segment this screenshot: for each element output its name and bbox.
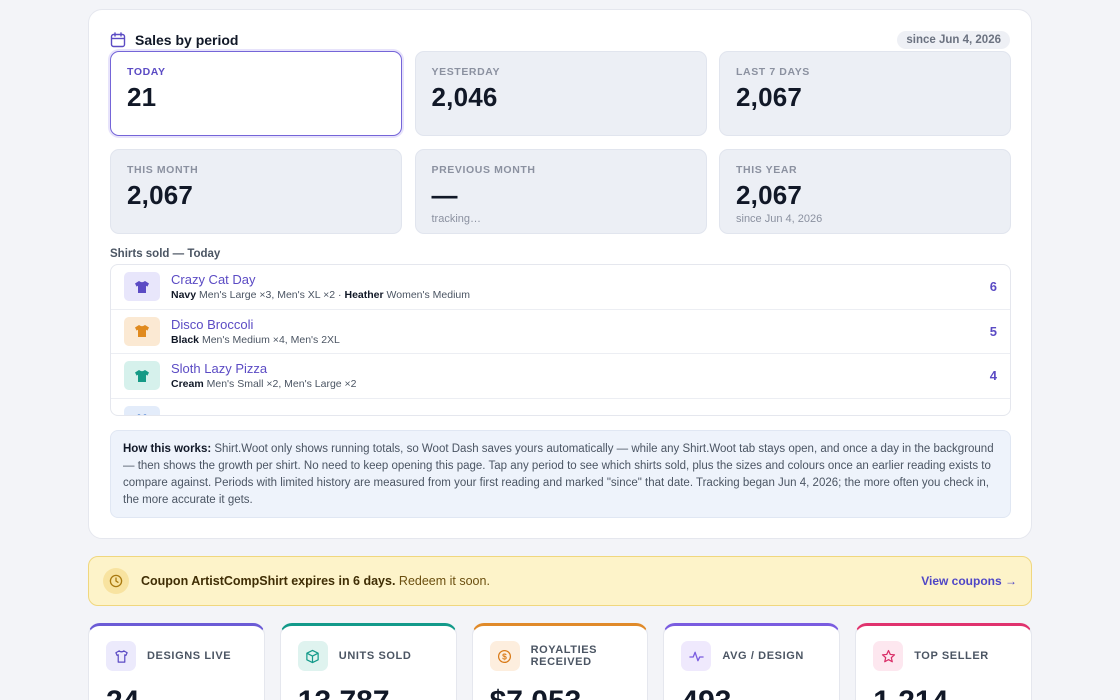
stat-value: 1,214 (873, 685, 1014, 700)
stat-card-designs-live: DESIGNS LIVE 24 (88, 623, 265, 700)
stat-value: $7,053 (490, 685, 631, 700)
period-tile-previous-month[interactable]: PREVIOUS MONTH — tracking… (414, 149, 707, 234)
shirt-icon (124, 405, 160, 415)
stat-value: 24 (106, 685, 247, 700)
shirt-text: Sloth Lazy Pizza Cream Men's Small ×2, Me… (171, 361, 990, 390)
shirts-sold-label: Shirts sold — Today (110, 248, 221, 260)
stat-cards: DESIGNS LIVE 24 UNITS SOLD 13,787 $ ROYALTIES… (88, 623, 1032, 700)
stat-value: 13,787 (298, 685, 439, 700)
how-lead: How this works: (123, 443, 212, 455)
tile-label: LAST 7 DAYS (736, 66, 810, 78)
clock-icon (103, 568, 129, 594)
pulse-icon (681, 641, 712, 671)
tile-value: 21 (127, 82, 157, 112)
coupon-message: Coupon ArtistCompShirt expires in 6 days… (141, 574, 921, 588)
shirt-text: Disco Broccoli Black Men's Medium ×4, Men… (171, 317, 990, 346)
tile-label: THIS YEAR (736, 164, 798, 176)
size-list: Men's Large ×3, Men's XL ×2 · (196, 289, 345, 302)
shirt-row[interactable]: Sloth Lazy Pizza Cream Men's Small ×2, Me… (111, 354, 1010, 399)
stat-head: UNITS SOLD (297, 640, 439, 672)
tile-label: YESTERDAY (431, 66, 501, 78)
shirt-icon (106, 641, 136, 671)
tile-value: 2,067 (736, 82, 803, 112)
stat-label: AVG / DESIGN (722, 650, 804, 662)
shirt-count: 6 (989, 279, 997, 295)
shirt-detail: Navy Men's Large ×3, Men's XL ×2 · Heath… (171, 289, 990, 301)
color-name: Black (171, 333, 200, 346)
shirt-count: 4 (989, 368, 997, 384)
how-body: Shirt.Woot only shows running totals, so… (123, 443, 994, 506)
calendar-icon (110, 32, 126, 48)
stat-label: UNITS SOLD (338, 650, 412, 662)
shirt-name-link[interactable]: Crazy Cat Day (171, 272, 256, 288)
coupon-banner: Coupon ArtistCompShirt expires in 6 days… (88, 556, 1032, 606)
period-tile-last-7-days[interactable]: LAST 7 DAYS 2,067 (719, 51, 1011, 136)
size-list: Men's Small ×2, Men's Large ×2 (203, 378, 357, 391)
period-tile-yesterday[interactable]: YESTERDAY 2,046 (414, 51, 707, 136)
shirt-icon (124, 316, 160, 346)
color-name: Cream (171, 378, 204, 391)
sales-title: Sales by period (135, 32, 239, 48)
stat-label: TOP SELLER (914, 650, 989, 662)
period-tiles: TODAY 21 YESTERDAY 2,046 LAST 7 DAYS 2,067 THI… (110, 51, 1011, 234)
sales-title-wrap: Sales by period (110, 32, 238, 48)
size-list: Women's Medium (383, 289, 471, 302)
dollar-icon: $ (489, 641, 520, 671)
stat-label: ROYALTIES RECEIVED (530, 644, 598, 668)
tile-sub: since Jun 4, 2026 (736, 213, 823, 225)
shirt-name-link[interactable]: Disco Broccoli (171, 316, 254, 332)
color-name: Navy (171, 289, 197, 302)
shirt-row[interactable]: Yeti Beach Party (111, 399, 1010, 415)
stat-card-royalties-received: $ ROYALTIES RECEIVED $7,053 (471, 623, 649, 700)
tile-value: 2,067 (127, 180, 194, 210)
stat-label: DESIGNS LIVE (147, 650, 232, 662)
tile-sub: tracking… (431, 213, 482, 225)
sales-by-period-card: Sales by period since Jun 4, 2026 TODAY 2… (88, 9, 1032, 539)
how-this-works-box: How this works: Shirt.Woot only shows ru… (110, 430, 1011, 518)
coupon-bold: Coupon ArtistCompShirt expires in 6 days… (141, 574, 396, 588)
tile-value: 2,067 (736, 180, 803, 210)
shirt-icon (124, 361, 160, 391)
period-tile-today[interactable]: TODAY 21 (110, 51, 402, 136)
tile-label: THIS MONTH (127, 164, 199, 176)
stat-card-units-sold: UNITS SOLD 13,787 (279, 623, 457, 700)
stat-head: $ ROYALTIES RECEIVED (489, 640, 631, 672)
coupon-rest: Redeem it soon. (395, 574, 490, 588)
tile-value: 2,046 (431, 82, 498, 112)
since-badge: since Jun 4, 2026 (897, 31, 1010, 49)
sales-header: Sales by period since Jun 4, 2026 (110, 30, 1010, 50)
period-tile-this-month[interactable]: THIS MONTH 2,067 (110, 149, 402, 234)
color-name: Heather (344, 289, 384, 302)
shirt-name-link[interactable]: Sloth Lazy Pizza (171, 361, 268, 377)
shirt-list[interactable]: Crazy Cat Day Navy Men's Large ×3, Men's … (110, 264, 1011, 416)
shirt-count: 5 (989, 323, 997, 339)
stat-value: 493 (681, 685, 822, 700)
shirt-detail: Black Men's Medium ×4, Men's 2XL (171, 334, 990, 346)
size-list: Men's Medium ×4, Men's 2XL (199, 333, 340, 346)
shirt-icon (124, 272, 160, 302)
shirt-name-link[interactable]: Yeti Beach Party (171, 413, 997, 415)
shirt-row[interactable]: Disco Broccoli Black Men's Medium ×4, Men… (111, 310, 1010, 354)
shirt-detail: Cream Men's Small ×2, Men's Large ×2 (171, 378, 990, 390)
tile-value: — (431, 180, 458, 210)
stat-head: DESIGNS LIVE (106, 640, 247, 672)
stat-card-avg-design: AVG / DESIGN 493 (663, 623, 841, 700)
svg-text:$: $ (502, 651, 507, 661)
stat-head: AVG / DESIGN (681, 640, 822, 672)
shirt-text: Yeti Beach Party (171, 413, 997, 415)
stat-head: TOP SELLER (873, 640, 1014, 672)
view-coupons-link[interactable]: View coupons → (921, 574, 1017, 588)
tile-label: TODAY (127, 66, 166, 78)
star-icon (873, 641, 904, 671)
stat-card-top-seller: TOP SELLER 1,214 (855, 623, 1032, 700)
box-icon (297, 641, 328, 671)
shirt-row[interactable]: Crazy Cat Day Navy Men's Large ×3, Men's … (111, 265, 1010, 310)
period-tile-this-year[interactable]: THIS YEAR 2,067 since Jun 4, 2026 (719, 149, 1011, 234)
tile-label: PREVIOUS MONTH (431, 164, 536, 176)
shirt-text: Crazy Cat Day Navy Men's Large ×3, Men's … (171, 272, 990, 301)
